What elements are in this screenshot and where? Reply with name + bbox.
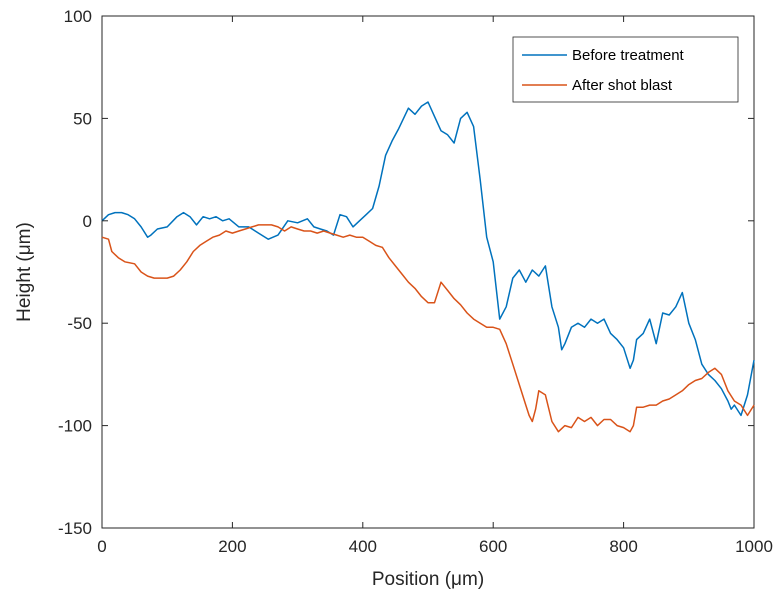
y-axis-ticks: -150 -100 -50 0 50 100 xyxy=(58,7,754,538)
series-line-2 xyxy=(101,224,755,433)
legend-label-before: Before treatment xyxy=(572,47,685,64)
x-tick-label: 1000 xyxy=(735,537,773,556)
legend: Before treatment After shot blast xyxy=(512,36,739,103)
legend-label-after: After shot blast xyxy=(572,77,673,94)
y-tick-label: -100 xyxy=(58,417,92,436)
y-tick-label: 50 xyxy=(73,109,92,128)
y-tick-label: 0 xyxy=(83,212,92,231)
x-tick-label: 800 xyxy=(609,537,637,556)
x-tick-label: 0 xyxy=(97,537,106,556)
series-line-1 xyxy=(101,101,755,417)
y-tick-label: -50 xyxy=(67,314,92,333)
x-axis-ticks: 0 200 400 600 800 1000 xyxy=(97,16,773,556)
y-axis-label: Height (μm) xyxy=(14,222,35,322)
x-axis-label: Position (μm) xyxy=(372,569,484,590)
x-tick-label: 400 xyxy=(349,537,377,556)
x-tick-label: 200 xyxy=(218,537,246,556)
series-group xyxy=(101,101,755,433)
legend-box xyxy=(512,36,739,103)
y-tick-label: 100 xyxy=(64,7,92,26)
y-tick-label: -150 xyxy=(58,519,92,538)
x-tick-label: 600 xyxy=(479,537,507,556)
